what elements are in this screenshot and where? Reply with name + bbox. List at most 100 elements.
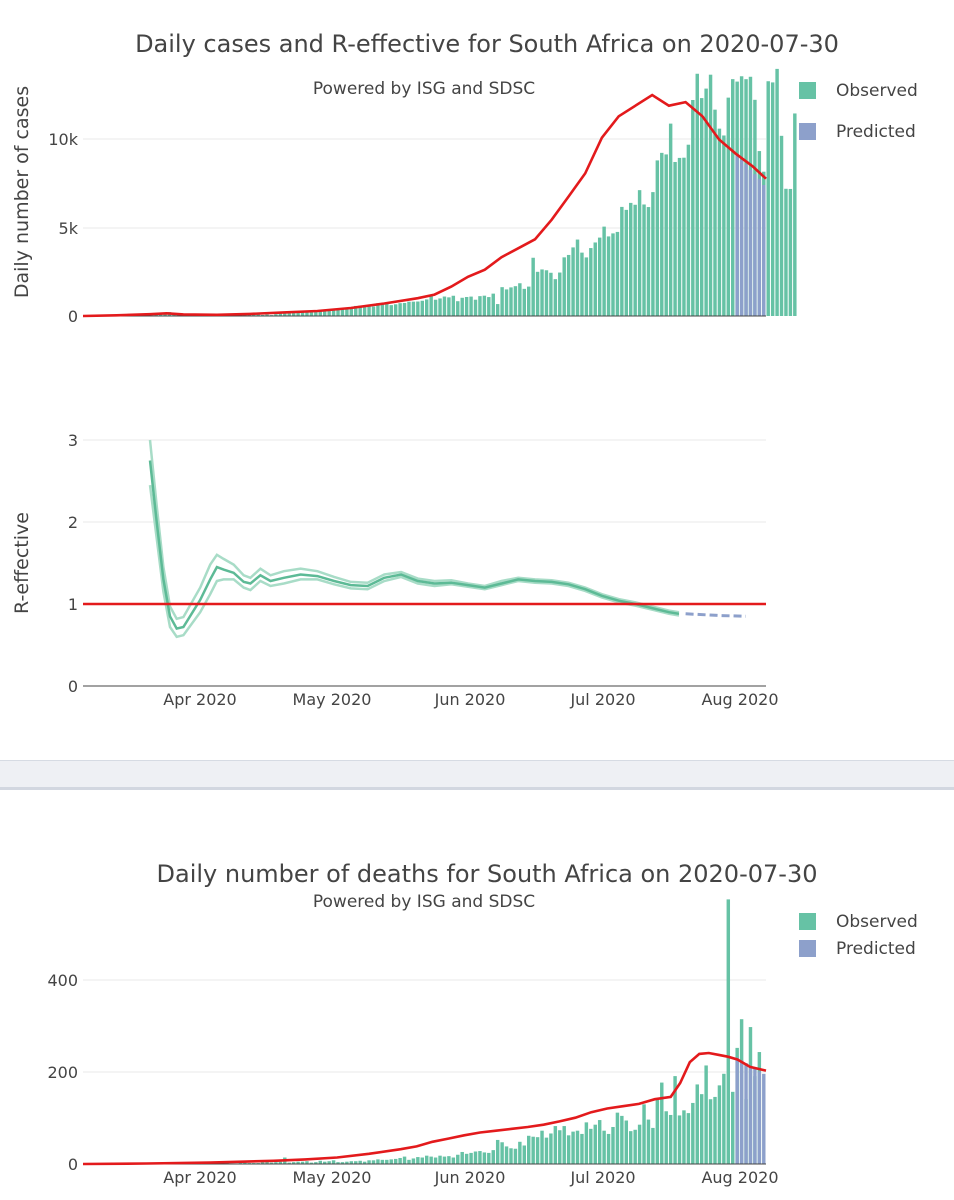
cases-observed-bar [779, 135, 784, 316]
cases-observed-bar [420, 300, 424, 316]
cases-observed-bar [633, 204, 637, 316]
cases-observed-bar [646, 207, 651, 316]
legend-predicted-label[interactable]: Predicted [836, 122, 916, 142]
deaths-observed-bar [309, 1162, 314, 1164]
cases-observed-bar [611, 233, 615, 316]
deaths-observed-bar [460, 1151, 464, 1164]
deaths-predicted-bar [744, 1063, 748, 1164]
cases-predicted-bar [739, 160, 744, 316]
cases-tick-10k: 10k [48, 130, 78, 149]
deaths-observed-bar [513, 1148, 518, 1164]
cases-observed-bar [252, 314, 256, 316]
deaths-observed-bar [473, 1151, 478, 1164]
deaths-observed-bar [296, 1161, 300, 1164]
cases-observed-bar [562, 257, 566, 316]
deaths-observed-bar [575, 1130, 580, 1164]
cases-observed-bar [331, 308, 336, 316]
deaths-predicted-bar [735, 1057, 739, 1164]
deaths-observed-bar [243, 1162, 247, 1164]
deaths-predicted-bar [757, 1071, 762, 1164]
x-tick-jun: Jun 2020 [434, 690, 506, 709]
cases-observed-bar [438, 298, 442, 316]
deaths-observed-bar [558, 1130, 562, 1164]
deaths-observed-bar [331, 1160, 336, 1164]
cases-observed-bar [651, 192, 655, 316]
deaths-observed-bar [336, 1162, 340, 1164]
cases-observed-bar [291, 313, 296, 316]
deaths-legend-predicted-label[interactable]: Predicted [836, 939, 916, 959]
legend-observed-label[interactable]: Observed [836, 81, 918, 101]
deaths-observed-bar [425, 1155, 429, 1164]
deaths-predicted-bar [762, 1073, 766, 1164]
cases-observed-bar [691, 100, 695, 316]
deaths-observed-bar [540, 1130, 544, 1164]
deaths-observed-bar [646, 1119, 651, 1164]
cases-observed-bar [305, 311, 309, 316]
deaths-observed-bar [642, 1104, 646, 1164]
r-tick-0: 0 [68, 677, 78, 696]
deaths-observed-bar [633, 1129, 637, 1164]
cases-observed-bar [362, 306, 367, 316]
legend-observed-swatch[interactable] [799, 82, 816, 99]
cases-observed-bar [575, 239, 580, 316]
cases-observed-bar [731, 79, 735, 316]
r-y-axis: R-effective 0 1 2 3 [11, 431, 766, 696]
deaths-observed-bar [606, 1133, 611, 1164]
cases-observed-bar [283, 313, 287, 316]
deaths-legend-predicted-swatch[interactable] [799, 940, 816, 957]
deaths-observed-bar [420, 1157, 424, 1164]
deaths-observed-bar [597, 1120, 602, 1164]
cases-observed-bar [553, 279, 558, 316]
deaths-observed-bar [411, 1158, 416, 1164]
cases-observed-bar [531, 257, 535, 316]
cases-observed-bar [624, 209, 629, 316]
deaths-observed-bar [402, 1156, 407, 1164]
cases-observed-bar [345, 307, 349, 316]
cases-observed-bar [393, 304, 398, 316]
deaths-observed-bar [544, 1137, 549, 1164]
deaths-observed-bar [708, 1099, 713, 1164]
deaths-observed-bar [358, 1160, 362, 1164]
deaths-observed-bar [660, 1082, 664, 1164]
deaths-observed-bar [398, 1157, 402, 1164]
cases-observed-bar [589, 248, 593, 316]
deaths-observed-bar [260, 1162, 265, 1164]
deaths-observed-bar [389, 1159, 393, 1164]
cases-observed-bar [544, 270, 549, 316]
cases-observed-bar [655, 160, 660, 316]
deaths-observed-bar [722, 1073, 726, 1164]
deaths-observed-bar [371, 1160, 376, 1164]
deaths-observed-bar [509, 1148, 513, 1164]
cases-observed-bar [704, 88, 708, 316]
deaths-bars [181, 899, 766, 1164]
deaths-x-tick-jul: Jul 2020 [569, 1168, 635, 1187]
deaths-legend-observed-label[interactable]: Observed [836, 912, 918, 932]
deaths-observed-bar [691, 1102, 695, 1164]
deaths-observed-bar [615, 1112, 620, 1164]
cases-observed-bar [784, 188, 788, 316]
cases-observed-bar [558, 272, 562, 316]
deaths-observed-bar [695, 1084, 699, 1164]
deaths-chart-title: Daily number of deaths for South Africa … [157, 860, 818, 888]
deaths-observed-bar [713, 1096, 717, 1164]
legend-predicted-swatch[interactable] [799, 123, 816, 140]
deaths-predicted-bar [739, 1060, 744, 1164]
cases-observed-bar [775, 68, 779, 316]
deaths-y-axis: 0 200 400 [47, 971, 766, 1174]
cases-observed-bar [433, 299, 438, 316]
cases-observed-bar [509, 287, 513, 316]
deaths-legend-observed-swatch[interactable] [799, 913, 816, 930]
deaths-observed-bar [322, 1161, 327, 1164]
deaths-observed-bar [504, 1146, 509, 1164]
deaths-observed-bar [349, 1161, 354, 1164]
cases-observed-bar [336, 308, 340, 316]
cases-observed-bar [367, 306, 371, 316]
cases-observed-bar [708, 74, 713, 316]
cases-predicted-bar [748, 169, 753, 316]
deaths-observed-bar [637, 1124, 642, 1164]
deaths-observed-bar [611, 1126, 615, 1164]
cases-tick-0: 0 [68, 307, 78, 326]
deaths-observed-bar [518, 1141, 522, 1164]
deaths-observed-bar [704, 1065, 708, 1164]
cases-observed-bar [340, 308, 345, 316]
